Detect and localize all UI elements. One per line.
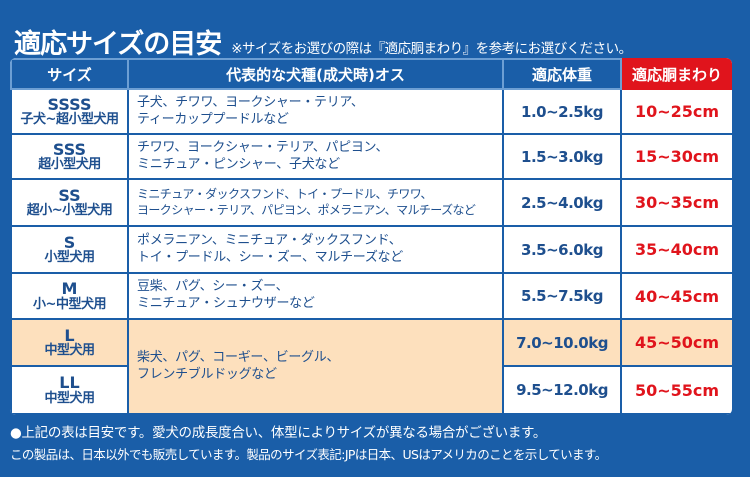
breeds-line: 豆柴、パグ、シー・ズー、 (137, 279, 289, 295)
footnote-1: ●上記の表は目安です。愛犬の成長度合い、体型によりサイズが異なる場合がございます… (10, 425, 547, 441)
title-text: 適応サイズの目安 (14, 29, 222, 60)
girth-cell: 30~35cm (620, 178, 732, 227)
weight-cell: 2.5~4.0kg (502, 178, 622, 227)
size-code: S (63, 232, 76, 252)
weight-cell: 9.5~12.0kg (502, 365, 622, 415)
breeds-line: チワワ、ヨークシャー・テリア、パピヨン、 (137, 139, 389, 155)
table-row: L 中型犬用 柴犬、パグ、コーギー、ビーグル、 フレンチブルドッグなど 7.0~10… (10, 318, 732, 415)
size-cell: L 中型犬用 (10, 318, 129, 367)
size-code: SSSS (47, 94, 92, 114)
header-girth: 適応胴まわり (620, 58, 732, 90)
weight-cell: 7.0~10.0kg (502, 318, 622, 367)
breeds-line: ティーカッププードルなど (137, 111, 289, 127)
table-row: SSS 超小型犬用 チワワ、ヨークシャー・テリア、パピヨン、 ミニチュア・ピンシャー… (10, 133, 732, 180)
size-cell: LL 中型犬用 (10, 365, 129, 415)
size-target: 子犬~超小型犬用 (20, 112, 119, 128)
table-row: LL 中型犬用 9.5~12.0kg 50~55cm (10, 365, 732, 415)
size-target: 中型犬用 (44, 390, 95, 406)
size-target: 超小型犬用 (38, 157, 101, 173)
weight-cell: 1.0~2.5kg (502, 88, 622, 135)
girth-cell: 10~25cm (620, 88, 732, 135)
girth-cell: 45~50cm (620, 318, 732, 367)
breeds-line: ヨークシャー・テリア、パピヨン、ポメラニアン、マルチーズなど (137, 202, 476, 217)
size-target: 小~中型犬用 (33, 296, 106, 312)
header-row: サイズ 代表的な犬種(成犬時)オス 適応体重 適応胴まわり (10, 58, 732, 90)
size-table: サイズ 代表的な犬種(成犬時)オス 適応体重 適応胴まわり SSSS 子犬~超小型… (10, 58, 732, 415)
size-code: L (64, 325, 75, 345)
breeds-cell: 柴犬、パグ、コーギー、ビーグル、 フレンチブルドッグなど (127, 318, 504, 415)
breeds-line: 柴犬、パグ、コーギー、ビーグル、 (137, 349, 340, 365)
weight-cell: 3.5~6.0kg (502, 225, 622, 274)
breeds-line: ミニチュア・シュナウザーなど (137, 296, 315, 311)
breeds-line: ポメラニアン、ミニチュア・ダックスフンド、 (137, 232, 402, 248)
size-target: 小型犬用 (44, 250, 95, 266)
breeds-cell: ミニチュア・ダックスフンド、トイ・プードル、チワワ、 ヨークシャー・テリア、パピヨ… (127, 178, 504, 227)
breeds-line: フレンチブルドッグなど (137, 366, 277, 382)
size-cell: M 小~中型犬用 (10, 272, 129, 320)
girth-cell: 15~30cm (620, 133, 732, 180)
size-cell: SSS 超小型犬用 (10, 133, 129, 180)
breeds-cell: 豆柴、パグ、シー・ズー、 ミニチュア・シュナウザーなど (127, 272, 504, 320)
table-row: SS 超小~小型犬用 ミニチュア・ダックスフンド、トイ・プードル、チワワ、 ヨークシ… (10, 178, 732, 227)
header-breeds: 代表的な犬種(成犬時)オス (127, 58, 504, 90)
breeds-cell: ポメラニアン、ミニチュア・ダックスフンド、 トイ・プードル、シー・ズー、マルチーズ… (127, 225, 504, 274)
weight-cell: 5.5~7.5kg (502, 272, 622, 320)
size-cell: S 小型犬用 (10, 225, 129, 274)
girth-cell: 35~40cm (620, 225, 732, 274)
table-row: S 小型犬用 ポメラニアン、ミニチュア・ダックスフンド、 トイ・プードル、シー・ズー… (10, 225, 732, 274)
header-size: サイズ (10, 58, 129, 90)
table-row: SSSS 子犬~超小型犬用 子犬、チワワ、ヨークシャー・テリア、 ティーカッププード… (10, 88, 732, 135)
breeds-cell: 子犬、チワワ、ヨークシャー・テリア、 ティーカッププードルなど (127, 88, 504, 135)
girth-cell: 50~55cm (620, 365, 732, 415)
size-code: SS (58, 185, 81, 205)
girth-cell: 40~45cm (620, 272, 732, 320)
size-target: 中型犬用 (44, 343, 95, 359)
breeds-cell: チワワ、ヨークシャー・テリア、パピヨン、 ミニチュア・ピンシャー、子犬など (127, 133, 504, 180)
breeds-line: ミニチュア・ダックスフンド、トイ・プードル、チワワ、 (137, 186, 432, 201)
page-title: 適応サイズの目安 ※サイズをお選びの際は『適応胴まわり』を参考にお選びください。 (14, 22, 632, 61)
size-target: 超小~小型犬用 (26, 203, 113, 219)
selection-note: ※サイズをお選びの際は『適応胴まわり』を参考にお選びください。 (231, 41, 632, 57)
breeds-line: 子犬、チワワ、ヨークシャー・テリア、 (137, 94, 364, 110)
footnote-2: この製品は、日本以外でも販売しています。製品のサイズ表記:JPは日本、USはアメ… (10, 447, 607, 462)
size-code: LL (59, 373, 80, 393)
size-code: M (61, 279, 78, 299)
breeds-line: ミニチュア・ピンシャー、子犬など (137, 156, 340, 172)
table-row: M 小~中型犬用 豆柴、パグ、シー・ズー、 ミニチュア・シュナウザーなど 5.5~7… (10, 272, 732, 320)
breeds-line: トイ・プードル、シー・ズー、マルチーズなど (137, 249, 403, 265)
weight-cell: 1.5~3.0kg (502, 133, 622, 180)
header-weight: 適応体重 (502, 58, 622, 90)
size-cell: SS 超小~小型犬用 (10, 178, 129, 227)
size-cell: SSSS 子犬~超小型犬用 (10, 88, 129, 135)
size-code: SSS (52, 139, 87, 159)
